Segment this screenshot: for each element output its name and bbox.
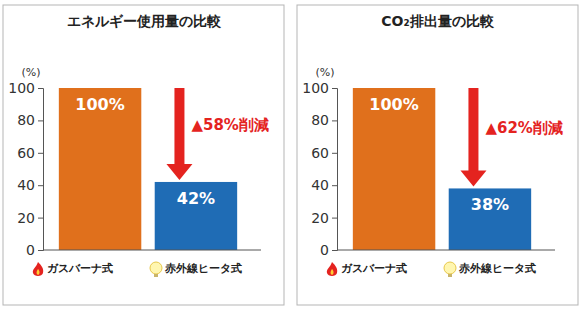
y-tick-mark xyxy=(38,250,43,251)
y-tick-label: 0 xyxy=(320,242,329,258)
y-tick-label: 0 xyxy=(26,242,35,258)
legend-icon-flame-core xyxy=(331,269,334,275)
legend-item: 赤外線ヒータ式 xyxy=(150,262,242,277)
y-tick: 20 xyxy=(311,210,337,226)
y-tick: 80 xyxy=(17,112,43,128)
y-tick: 0 xyxy=(26,242,43,258)
y-tick-mark xyxy=(332,120,337,121)
y-axis-line xyxy=(332,89,338,251)
chart-title: エネルギー使用量の比較 xyxy=(67,13,222,29)
legend-icon-bulb-base xyxy=(448,274,452,277)
annotation: ▲58%削減 xyxy=(191,116,268,134)
panel-frame xyxy=(297,5,578,305)
y-tick: 20 xyxy=(17,210,43,226)
arrow-head xyxy=(460,170,486,186)
x-axis-line xyxy=(337,250,555,251)
y-tick-label: 100 xyxy=(8,80,35,96)
y-axis-label: (%) xyxy=(315,66,334,79)
arrow-shaft xyxy=(468,88,478,171)
y-axis: 0 20 40 60 80 100 xyxy=(302,80,337,258)
chart-panel: エネルギー使用量の比較 (%) 0 20 40 60 80 100 100% 42% ▲58%削減ガ… xyxy=(3,5,284,305)
data-label: 42% xyxy=(177,189,215,208)
arrow-head xyxy=(166,164,192,180)
legend-label: ガスバーナ式 xyxy=(341,262,407,275)
y-tick: 60 xyxy=(311,145,337,161)
y-tick: 40 xyxy=(17,177,43,193)
legend-label: 赤外線ヒータ式 xyxy=(164,262,242,275)
y-tick-mark xyxy=(38,153,43,154)
y-tick-label: 40 xyxy=(311,177,329,193)
y-tick: 80 xyxy=(311,112,337,128)
chart-title: CO₂排出量の比較 xyxy=(381,13,494,29)
bar xyxy=(449,188,531,250)
y-tick-mark xyxy=(332,250,337,251)
legend-icon-bulb xyxy=(150,262,162,274)
y-tick-mark xyxy=(38,185,43,186)
y-tick-mark xyxy=(38,88,43,89)
legend-item: ガスバーナ式 xyxy=(33,262,113,276)
y-tick: 100 xyxy=(302,80,337,96)
y-tick-label: 80 xyxy=(311,112,329,128)
legend-label: 赤外線ヒータ式 xyxy=(458,262,536,275)
y-tick-label: 20 xyxy=(311,210,329,226)
legend-icon-flame xyxy=(327,262,337,276)
y-tick-label: 60 xyxy=(17,145,35,161)
legend-item: ガスバーナ式 xyxy=(327,262,407,276)
y-axis-label: (%) xyxy=(21,66,40,79)
y-axis: 0 20 40 60 80 100 xyxy=(8,80,43,258)
x-axis-line xyxy=(43,250,261,251)
data-label: 100% xyxy=(369,95,418,114)
legend-label: ガスバーナ式 xyxy=(47,262,113,275)
data-label: 100% xyxy=(75,95,124,114)
legend-icon-bulb xyxy=(444,262,456,274)
y-tick-mark xyxy=(332,153,337,154)
y-tick: 60 xyxy=(17,145,43,161)
y-tick-mark xyxy=(38,218,43,219)
y-tick-mark xyxy=(332,88,337,89)
y-tick: 100 xyxy=(8,80,43,96)
y-tick-label: 40 xyxy=(17,177,35,193)
y-tick-mark xyxy=(332,218,337,219)
legend-icon-flame xyxy=(33,262,43,276)
y-axis-line xyxy=(38,89,44,251)
bar xyxy=(59,88,141,250)
chart-panel: CO₂排出量の比較 (%) 0 20 40 60 80 100 100% 38% ▲62%削減ガスバ… xyxy=(297,5,578,305)
y-tick-label: 80 xyxy=(17,112,35,128)
y-tick: 0 xyxy=(320,242,337,258)
y-tick-mark xyxy=(38,120,43,121)
annotation: ▲62%削減 xyxy=(485,119,562,137)
bar xyxy=(353,88,435,250)
chart-canvas: エネルギー使用量の比較 (%) 0 20 40 60 80 100 100% 42% ▲58%削減ガ… xyxy=(0,0,580,318)
bars xyxy=(59,88,237,250)
panel-frame xyxy=(3,5,284,305)
y-tick-label: 60 xyxy=(311,145,329,161)
y-tick-label: 20 xyxy=(17,210,35,226)
y-tick-label: 100 xyxy=(302,80,329,96)
legend-item: 赤外線ヒータ式 xyxy=(444,262,536,277)
bar xyxy=(155,182,237,250)
data-label: 38% xyxy=(471,195,509,214)
arrow-shaft xyxy=(174,88,184,165)
legend-icon-bulb-base xyxy=(154,274,158,277)
legend-icon-flame-core xyxy=(37,269,40,275)
bars xyxy=(353,88,531,250)
y-tick-mark xyxy=(332,185,337,186)
y-tick: 40 xyxy=(311,177,337,193)
